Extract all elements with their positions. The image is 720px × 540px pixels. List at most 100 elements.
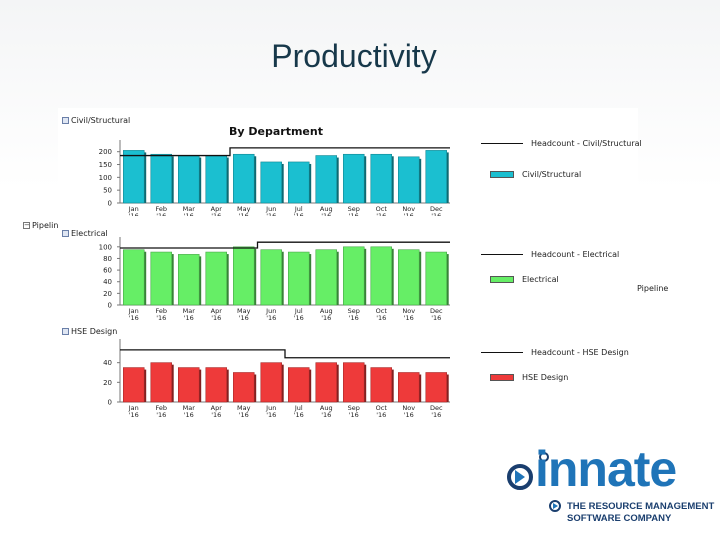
play-ring-icon xyxy=(507,464,533,490)
x-tick-label: Feb xyxy=(155,404,167,412)
logo-dot-icon xyxy=(539,452,549,462)
bar[interactable] xyxy=(260,161,283,204)
legend-label: Civil/Structural xyxy=(522,170,582,179)
legend-electrical-series: Electrical xyxy=(490,275,559,284)
x-tick-label: Jan xyxy=(128,205,139,213)
x-tick-label: Jun xyxy=(265,307,276,315)
bar[interactable] xyxy=(342,153,365,204)
bar[interactable] xyxy=(260,249,283,306)
bar[interactable] xyxy=(315,155,337,204)
x-tick-label: Nov xyxy=(402,307,415,315)
bar[interactable] xyxy=(342,362,365,403)
civil-chart: 050100150200Jan'16Feb'16Mar'16Apr'16May'… xyxy=(99,140,450,220)
x-tick-label: Dec xyxy=(430,404,443,412)
hse-panel-header[interactable]: HSE Design xyxy=(62,327,117,336)
x-tick-label: Oct xyxy=(376,205,388,213)
x-tick-label: Aug xyxy=(320,307,333,315)
hse-panel: HSE Design 0 20 40 Jan '16 Feb '16 Mar '16 Apr '16… xyxy=(58,324,638,424)
bar[interactable] xyxy=(342,246,365,306)
bar[interactable] xyxy=(205,367,228,403)
bar[interactable] xyxy=(370,367,392,403)
x-tick-label: Jun xyxy=(265,205,276,213)
bar[interactable] xyxy=(233,153,255,204)
x-tick-label-year: '16 xyxy=(129,314,139,322)
bar[interactable] xyxy=(370,246,392,306)
civil-panel-header[interactable]: Civil/Structural xyxy=(62,116,130,125)
x-tick-label: Apr xyxy=(211,307,223,315)
bar[interactable] xyxy=(123,150,145,204)
bar[interactable] xyxy=(288,367,310,403)
bar[interactable] xyxy=(178,254,200,306)
x-tick-label-year: '16 xyxy=(404,411,414,419)
x-tick-label: Sep xyxy=(348,404,360,412)
bar[interactable] xyxy=(315,249,337,306)
headcount-line xyxy=(120,349,450,359)
bar[interactable] xyxy=(397,156,420,204)
x-tick-label-year: '16 xyxy=(239,314,249,322)
y-tick-label: 80 xyxy=(103,255,112,263)
y-tick-label: 20 xyxy=(103,290,112,298)
legend-swatch-icon xyxy=(490,276,514,283)
legend-hse-series: HSE Design xyxy=(490,373,568,382)
bar[interactable] xyxy=(178,367,200,403)
bar[interactable] xyxy=(425,150,447,204)
legend-label: Headcount - Electrical xyxy=(531,250,620,259)
bar[interactable] xyxy=(233,372,255,403)
electrical-panel: − Pipelin Electrical 0 20 40 60 80 100 Jan '16 F… xyxy=(20,216,683,324)
x-tick-label-year: '16 xyxy=(266,314,276,322)
x-tick-label: Nov xyxy=(402,205,415,213)
legend-line-icon xyxy=(481,143,523,144)
chart-title: By Department xyxy=(229,125,323,138)
bar[interactable] xyxy=(205,251,228,306)
x-tick-label-year: '16 xyxy=(156,411,166,419)
bar[interactable] xyxy=(397,249,420,306)
hse-checkbox-icon[interactable] xyxy=(62,328,69,335)
small-play-icon xyxy=(553,503,558,509)
pipeline-header[interactable]: − Pipelin xyxy=(23,221,58,230)
x-tick-label: Apr xyxy=(211,205,223,213)
bar[interactable] xyxy=(260,362,283,403)
bar[interactable] xyxy=(370,153,392,204)
bar[interactable] xyxy=(287,251,310,306)
x-tick-label: Dec xyxy=(430,205,443,213)
legend-hse-headcount: Headcount - HSE Design xyxy=(481,348,629,357)
x-tick-label-year: '16 xyxy=(211,411,221,419)
bar[interactable] xyxy=(150,153,173,204)
bar[interactable] xyxy=(397,372,420,403)
bar[interactable] xyxy=(425,372,447,403)
collapse-icon[interactable]: − xyxy=(23,221,30,229)
y-tick-label: 200 xyxy=(99,148,112,156)
bar[interactable] xyxy=(178,155,200,204)
legend-electrical-headcount: Headcount - Electrical xyxy=(481,250,619,259)
electrical-panel-header[interactable]: Electrical xyxy=(62,229,108,238)
x-tick-label-year: '16 xyxy=(349,314,359,322)
innate-logo: innate THE RESOURCE MANAGEMENT SOFTWARE … xyxy=(505,441,714,528)
civil-checkbox-icon[interactable] xyxy=(62,117,69,124)
electrical-checkbox-icon[interactable] xyxy=(62,230,69,237)
x-tick-label-year: '16 xyxy=(321,314,331,322)
play-icon xyxy=(515,470,525,484)
bar[interactable] xyxy=(123,367,145,403)
bar[interactable] xyxy=(150,362,173,403)
y-tick-label: 40 xyxy=(103,359,112,367)
x-tick-label: Dec xyxy=(430,307,443,315)
y-tick-label: 0 xyxy=(108,200,112,208)
hse-panel-label: HSE Design xyxy=(71,327,118,336)
bar[interactable] xyxy=(123,249,145,306)
x-tick-label-year: '16 xyxy=(266,411,276,419)
headcount-line xyxy=(120,241,450,249)
bar[interactable] xyxy=(205,155,228,204)
bar[interactable] xyxy=(288,161,310,204)
y-tick-label: 50 xyxy=(103,187,112,195)
bar[interactable] xyxy=(233,246,255,306)
bar[interactable] xyxy=(150,251,173,306)
legend-label: Electrical xyxy=(522,275,559,284)
y-tick-label: 100 xyxy=(99,174,112,182)
bar[interactable] xyxy=(315,362,337,403)
x-tick-label: May xyxy=(237,404,251,412)
x-tick-label-year: '16 xyxy=(376,411,386,419)
headcount-line xyxy=(120,147,450,157)
bar[interactable] xyxy=(425,251,447,306)
x-tick-label-year: '16 xyxy=(211,314,221,322)
x-tick-label: Oct xyxy=(376,404,388,412)
